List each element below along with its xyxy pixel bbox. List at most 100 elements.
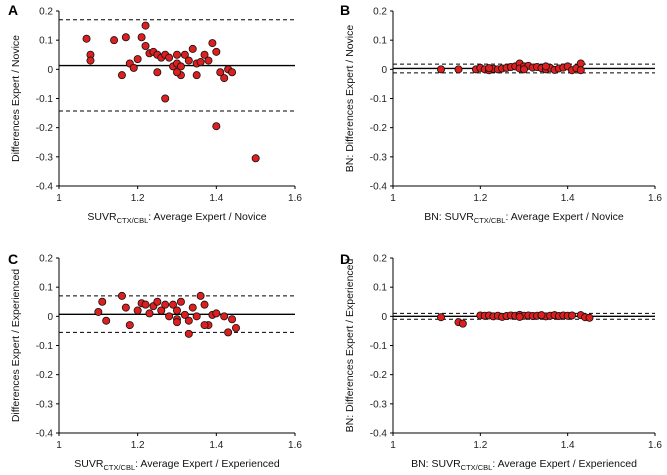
panel-label: A bbox=[8, 2, 18, 18]
x-tick-label: 1.2 bbox=[131, 193, 145, 204]
x-label-suffix: : Average Expert / Novice bbox=[148, 211, 266, 223]
data-point bbox=[541, 62, 550, 71]
y-tick-label: 0 bbox=[381, 312, 387, 323]
panel-d: D 0.2 0.1 0 -0.1 -0.2 -0.3 -0.41 1.2 1.4 1.6 BN: Di… bbox=[340, 251, 662, 472]
data-point bbox=[568, 311, 577, 320]
x-tick-label: 1.6 bbox=[288, 440, 302, 451]
y-tick-label: 0 bbox=[47, 65, 53, 76]
data-point bbox=[212, 309, 221, 318]
x-tick-label: 1.6 bbox=[648, 193, 662, 204]
x-axis-label: BN: SUVRCTX/CBL: Average Expert / Novice bbox=[424, 211, 624, 225]
x-tick-label: 1.4 bbox=[209, 193, 223, 204]
data-point bbox=[141, 300, 150, 309]
panel-a: A 0.2 0.1 0 -0.1 -0.2 -0.3 -0.41 1.2 1.4 1.6 Differ… bbox=[8, 2, 302, 225]
x-label-prefix: SUVR bbox=[87, 211, 117, 223]
data-point bbox=[196, 291, 205, 300]
y-tick-label: -0.3 bbox=[370, 399, 388, 410]
data-point bbox=[224, 328, 233, 337]
data-point bbox=[141, 42, 150, 51]
y-tick-label: 0.1 bbox=[373, 283, 387, 294]
data-point bbox=[172, 68, 181, 77]
data-point bbox=[94, 307, 103, 316]
x-label-prefix: BN: SUVR bbox=[424, 211, 474, 223]
data-point bbox=[137, 33, 146, 42]
x-tick-label: 1.4 bbox=[561, 440, 575, 451]
data-point bbox=[102, 316, 111, 325]
data-point bbox=[188, 44, 197, 53]
y-tick-label: -0.1 bbox=[370, 341, 388, 352]
data-point bbox=[537, 311, 546, 320]
panel-label: D bbox=[340, 251, 350, 267]
data-point bbox=[228, 315, 237, 324]
panel-label: C bbox=[8, 251, 18, 267]
x-tick-label: 1 bbox=[390, 440, 396, 451]
y-tick-label: -0.3 bbox=[36, 152, 54, 163]
data-point bbox=[165, 312, 174, 321]
y-tick-label: -0.2 bbox=[36, 123, 54, 134]
x-tick-label: 1.6 bbox=[648, 440, 662, 451]
data-point bbox=[172, 50, 181, 59]
data-point bbox=[515, 312, 524, 321]
data-point bbox=[200, 321, 209, 330]
data-point bbox=[121, 33, 130, 42]
data-point bbox=[485, 64, 494, 73]
data-point bbox=[153, 297, 162, 306]
x-label-subscript: CTX/CBL bbox=[117, 216, 149, 225]
y-tick-label: -0.4 bbox=[370, 429, 388, 440]
data-point bbox=[188, 303, 197, 312]
data-point bbox=[133, 55, 142, 64]
y-tick-label: -0.2 bbox=[370, 370, 388, 381]
data-point bbox=[220, 312, 229, 321]
data-point bbox=[153, 68, 162, 77]
data-point bbox=[133, 306, 142, 315]
x-label-subscript: CTX/CBL bbox=[474, 216, 506, 225]
y-tick-label: -0.2 bbox=[370, 123, 388, 134]
data-point bbox=[117, 71, 126, 80]
y-tick-label: 0 bbox=[47, 312, 53, 323]
data-point bbox=[184, 316, 193, 325]
y-tick-label: -0.4 bbox=[36, 429, 54, 440]
data-point bbox=[231, 323, 240, 332]
y-tick-label: -0.1 bbox=[370, 94, 388, 105]
data-point bbox=[200, 50, 209, 59]
y-tick-label: -0.4 bbox=[36, 182, 54, 193]
data-point bbox=[172, 318, 181, 327]
panel-label: B bbox=[340, 2, 350, 18]
y-tick-label: 0.2 bbox=[373, 254, 387, 265]
y-axis-label: Differences Expert / Novice bbox=[10, 35, 22, 162]
data-point bbox=[192, 312, 201, 321]
data-point bbox=[169, 300, 178, 309]
y-tick-label: -0.3 bbox=[36, 399, 54, 410]
data-point bbox=[458, 319, 467, 328]
x-tick-label: 1.6 bbox=[288, 193, 302, 204]
x-label-prefix: SUVR bbox=[74, 458, 104, 470]
data-point bbox=[180, 50, 189, 59]
data-point bbox=[454, 65, 463, 74]
data-point bbox=[208, 39, 217, 48]
data-point bbox=[157, 306, 166, 315]
x-label-prefix: BN: SUVR bbox=[411, 458, 461, 470]
data-point bbox=[176, 297, 185, 306]
data-point bbox=[228, 68, 237, 77]
y-tick-label: -0.4 bbox=[370, 182, 388, 193]
x-tick-label: 1.2 bbox=[473, 193, 487, 204]
x-tick-label: 1.4 bbox=[209, 440, 223, 451]
data-point bbox=[200, 300, 209, 309]
data-point bbox=[86, 56, 95, 65]
data-point bbox=[161, 300, 170, 309]
x-axis-label: SUVRCTX/CBL: Average Expert / Novice bbox=[87, 211, 266, 225]
y-tick-label: 0.1 bbox=[39, 36, 53, 47]
y-tick-label: 0.2 bbox=[373, 7, 387, 18]
data-point bbox=[576, 59, 585, 68]
data-point bbox=[165, 53, 174, 62]
data-point bbox=[145, 309, 154, 318]
data-point bbox=[184, 329, 193, 338]
data-point bbox=[212, 122, 221, 131]
y-tick-label: 0 bbox=[381, 65, 387, 76]
data-point bbox=[117, 291, 126, 300]
data-point bbox=[184, 56, 193, 65]
panel-c: C 0.2 0.1 0 -0.1 -0.2 -0.3 -0.41 1.2 1.4 1.6 Differ… bbox=[8, 251, 302, 472]
y-tick-label: -0.2 bbox=[36, 370, 54, 381]
y-tick-label: 0.1 bbox=[373, 36, 387, 47]
y-tick-label: -0.3 bbox=[370, 152, 388, 163]
